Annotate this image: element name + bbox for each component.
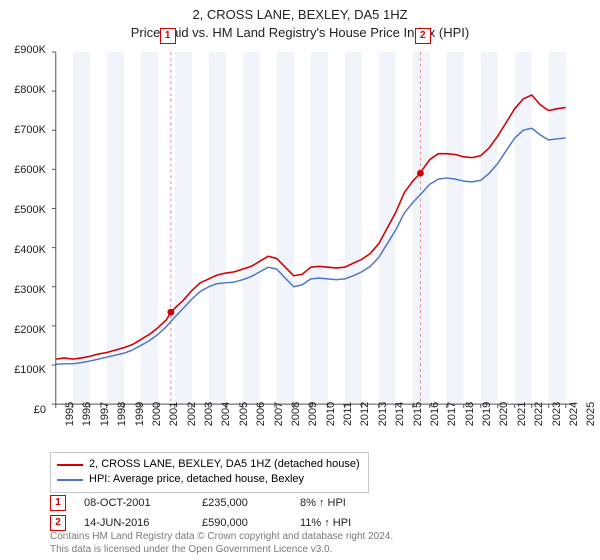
y-tick-label: £700K xyxy=(14,124,46,136)
sale-marker-box: 2 xyxy=(50,515,66,531)
x-tick-label: 2025 xyxy=(571,402,597,426)
attribution-line1: Contains HM Land Registry data © Crown c… xyxy=(50,530,393,543)
y-tick-label: £600K xyxy=(14,164,46,176)
sale-marker-flag: 1 xyxy=(160,25,176,44)
legend-row-property: 2, CROSS LANE, BEXLEY, DA5 1HZ (detached… xyxy=(57,457,360,472)
y-tick-label: £800K xyxy=(14,84,46,96)
sale-row: 1 08-OCT-2001 £235,000 8% ↑ HPI xyxy=(50,495,390,511)
chart-title-address: 2, CROSS LANE, BEXLEY, DA5 1HZ xyxy=(0,6,600,24)
chart-area: £0£100K£200K£300K£400K£500K£600K£700K£80… xyxy=(50,50,580,410)
attribution: Contains HM Land Registry data © Crown c… xyxy=(50,530,393,556)
sale-price: £235,000 xyxy=(202,497,282,509)
legend-label-property: 2, CROSS LANE, BEXLEY, DA5 1HZ (detached… xyxy=(89,457,360,472)
y-tick-label: £100K xyxy=(14,364,46,376)
attribution-line2: This data is licensed under the Open Gov… xyxy=(50,543,393,556)
legend: 2, CROSS LANE, BEXLEY, DA5 1HZ (detached… xyxy=(50,452,369,493)
chart-title-block: 2, CROSS LANE, BEXLEY, DA5 1HZ Price pai… xyxy=(0,0,600,41)
sale-marker-box: 1 xyxy=(50,495,66,511)
sale-row: 2 14-JUN-2016 £590,000 11% ↑ HPI xyxy=(50,515,390,531)
sale-date: 08-OCT-2001 xyxy=(84,497,184,509)
sale-price: £590,000 xyxy=(202,517,282,529)
y-tick-label: £200K xyxy=(14,324,46,336)
chart-title-subtitle: Price paid vs. HM Land Registry's House … xyxy=(0,24,600,42)
legend-swatch-property xyxy=(57,464,83,466)
sale-date: 14-JUN-2016 xyxy=(84,517,184,529)
sale-marker-flag: 2 xyxy=(415,25,431,44)
chart-svg xyxy=(50,50,580,410)
legend-label-hpi: HPI: Average price, detached house, Bexl… xyxy=(89,472,304,487)
y-tick-label: £400K xyxy=(14,244,46,256)
sales-table: 1 08-OCT-2001 £235,000 8% ↑ HPI 2 14-JUN-2016… xyxy=(50,495,390,535)
y-tick-label: £500K xyxy=(14,204,46,216)
sale-relative: 8% ↑ HPI xyxy=(300,497,390,509)
legend-swatch-hpi xyxy=(57,479,83,481)
y-tick-label: £300K xyxy=(14,284,46,296)
y-tick-label: £0 xyxy=(34,404,46,416)
sale-relative: 11% ↑ HPI xyxy=(300,517,390,529)
y-tick-label: £900K xyxy=(14,44,46,56)
legend-row-hpi: HPI: Average price, detached house, Bexl… xyxy=(57,472,360,487)
